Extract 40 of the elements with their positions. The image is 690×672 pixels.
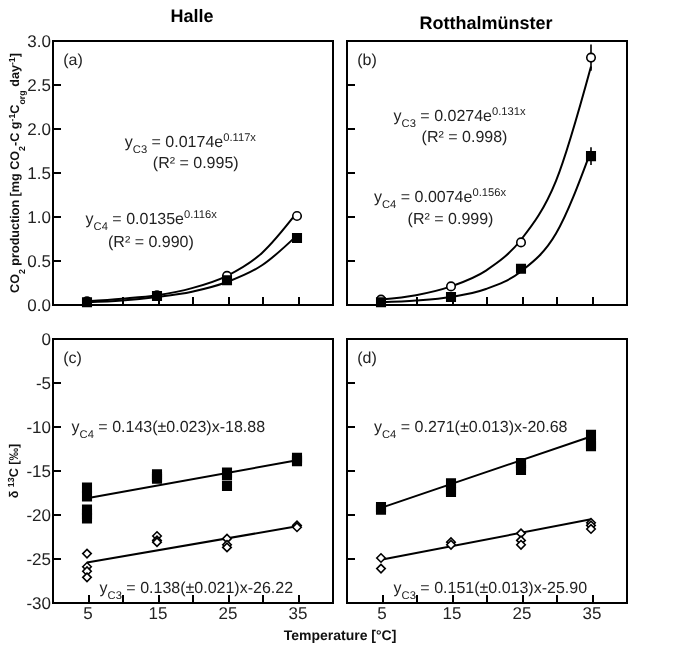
y-tick-label: -30 bbox=[26, 593, 52, 613]
y-tick-label: 0 bbox=[41, 329, 52, 349]
y-tick-label: 2.0 bbox=[27, 119, 52, 139]
x-tick-label: 5 bbox=[83, 603, 94, 623]
y-tick-label: -10 bbox=[26, 417, 52, 437]
x-tick-label: 35 bbox=[582, 603, 602, 623]
y-tick-label: -5 bbox=[35, 373, 52, 393]
annotation: (R² = 0.998) bbox=[421, 127, 509, 146]
chart-title: Halle bbox=[170, 6, 214, 26]
annotation: y$_{C3}$ = 0.138(±0.021)x-26.22 bbox=[99, 578, 295, 603]
annotation: (R² = 0.990) bbox=[108, 233, 195, 252]
y-tick-label: -20 bbox=[26, 505, 52, 525]
annotation: y$_{C3}$ = 0.151(±0.013)x-25.90 bbox=[393, 578, 589, 603]
x-tick-label: 35 bbox=[288, 603, 308, 623]
y-tick-label: -15 bbox=[26, 461, 52, 481]
annotation: y$_{C3}$ = 0.0274e$^{0.131x}$ bbox=[393, 106, 526, 131]
y-tick-label: 1.5 bbox=[27, 163, 52, 183]
y-tick-label: 0.0 bbox=[27, 295, 52, 315]
annotation: (R² = 0.995) bbox=[152, 154, 240, 173]
x-tick-label: 5 bbox=[377, 603, 388, 623]
y-tick-label: 0.5 bbox=[27, 251, 52, 271]
annotation: y$_{C4}$ = 0.0135e$^{0.116x}$ bbox=[85, 209, 218, 234]
annotation: (d) bbox=[357, 349, 378, 368]
annotation: y$_{C4}$ = 0.271(±0.013)x-20.68 bbox=[374, 417, 569, 442]
x-tick-label: 15 bbox=[148, 603, 168, 623]
annotation: (a) bbox=[63, 51, 84, 70]
annotation: (R² = 0.999) bbox=[407, 209, 495, 228]
chart-title: Rotthalmünster bbox=[419, 13, 554, 33]
x-tick-label: 25 bbox=[512, 603, 532, 623]
y-tick-label: 3.0 bbox=[27, 31, 52, 51]
y-tick-label: 1.0 bbox=[27, 207, 52, 227]
x-tick-label: 25 bbox=[218, 603, 238, 623]
y-tick-label: -25 bbox=[26, 549, 52, 569]
annotation: (c) bbox=[63, 349, 83, 368]
y-tick-label: 2.5 bbox=[27, 75, 52, 95]
annotation: (b) bbox=[357, 51, 378, 70]
x-tick-label: 15 bbox=[442, 603, 462, 623]
annotation: y$_{C4}$ = 0.143(±0.023)x-18.88 bbox=[71, 417, 267, 442]
annotation: y$_{C3}$ = 0.0174e$^{0.117x}$ bbox=[124, 132, 257, 157]
annotation: y$_{C4}$ = 0.0074e$^{0.156x}$ bbox=[374, 188, 507, 213]
